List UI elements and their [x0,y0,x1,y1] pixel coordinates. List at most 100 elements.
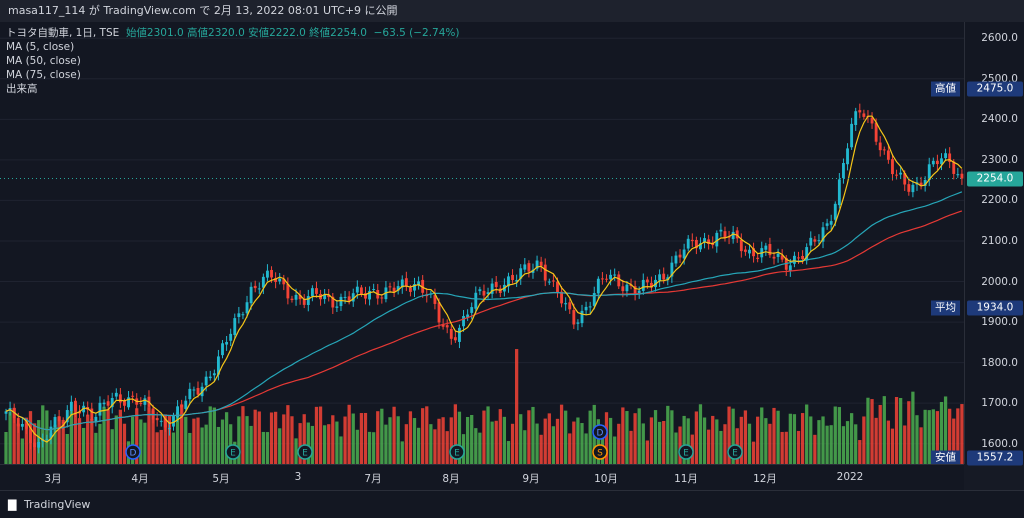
volume-bar [825,425,829,464]
volume-bar [388,417,392,464]
candle-body [408,287,412,292]
price-tick-label: 2200.0 [981,194,1018,207]
candle-body [208,376,212,379]
volume-bar [4,432,8,464]
volume-bar [347,404,351,464]
footer-bar: ▇ TradingView [0,490,1024,518]
volume-bar [731,408,735,464]
candle-body [547,281,551,283]
legend-symbol-row[interactable]: トヨタ自動車, 1日, TSE 始値2301.0 高値2320.0 安値2222… [6,26,459,40]
candle-body [829,221,833,225]
legend-ma5[interactable]: MA (5, close) [6,41,75,53]
candle-body [678,254,682,258]
event-marker-label: E [230,449,236,459]
volume-bar [253,409,257,464]
candle-body [270,269,273,278]
time-tick-label: 8月 [442,473,460,485]
candle-body [739,239,743,252]
price-chart-svg[interactable]: D E E EDS E E [0,22,964,464]
candle-body [474,292,478,309]
volume-bar [641,423,645,464]
volume-bar [805,404,809,464]
candle-body [768,244,772,256]
volume-bar [155,432,159,464]
time-axis[interactable]: 3月 4月 5月 3 7月 8月 9月 10月 11月 12月 2022 [0,464,964,490]
event-marker-label: E [683,449,689,459]
tradingview-logo[interactable]: ▇ TradingView [8,498,90,511]
volume-bar [719,430,723,464]
candle-body [617,274,621,287]
volume-bar [792,414,797,464]
volume-bar [114,415,118,464]
candle-body [580,310,584,324]
candle-body [404,278,408,287]
volume-bar [907,401,911,464]
legend-ma75[interactable]: MA (75, close) [6,69,81,81]
volume-bar [858,440,862,464]
candle-body [723,231,727,238]
price-tick-label: 1900.0 [981,316,1018,329]
candle-body [229,333,233,341]
candle-body [494,281,498,287]
volume-bar [278,428,282,464]
candle-body [833,203,837,220]
volume-bar [310,425,315,464]
candle-body [699,243,702,250]
volume-bar [196,417,200,464]
volume-bar [53,424,57,464]
candle-body [605,278,608,280]
volume-bar [269,412,274,464]
candle-body [842,163,845,179]
candle-body [576,322,580,324]
volume-bar [510,423,515,464]
tradingview-brand-text: TradingView [23,498,91,511]
legend-symbol[interactable]: トヨタ自動車, 1日, TSE [6,27,120,39]
price-tick-label: 2100.0 [981,234,1018,247]
time-tick-label: 12月 [753,473,777,485]
legend-volume[interactable]: 出来高 [6,83,38,95]
volume-bar [572,421,576,464]
candle-body [625,284,629,292]
volume-bar [323,425,327,464]
candle-body [449,328,453,339]
candle-body [167,428,171,430]
volume-bar [465,417,470,464]
legend-ma50[interactable]: MA (50, close) [6,55,81,67]
candle-body [507,276,510,287]
candle-body [895,174,898,176]
candle-body [184,400,188,409]
volume-bar [224,412,229,464]
volume-bar [678,426,682,464]
candle-body [310,288,314,297]
candle-body [813,239,817,242]
volume-bar [494,420,498,464]
candle-body [609,274,613,280]
candle-body [458,327,461,342]
volume-bar [519,414,523,464]
candle-body [801,255,805,259]
candle-body [592,293,596,306]
price-axis[interactable]: 2600.0 2500.0 2400.0 2300.0 2200.0 2100.0 2000… [964,22,1024,466]
event-marker-label: E [302,449,308,459]
volume-bar [81,427,86,464]
volume-bar [899,397,903,464]
volume-bar [98,423,102,464]
volume-bar [800,413,805,464]
candle-body [388,286,392,288]
candle-body [343,296,347,298]
volume-bar [20,438,24,464]
volume-bar [453,404,457,464]
candle-body [196,387,200,395]
volume-bar [604,412,609,464]
volume-bar [555,418,560,464]
candle-body [874,122,878,142]
volume-bar [535,423,539,464]
candle-body [400,279,404,288]
volume-bar [772,407,776,464]
volume-bar [911,391,915,464]
time-tick-label: 3月 [44,473,62,485]
candle-body [114,392,118,397]
low-label: 安値 [931,450,960,466]
event-marker-circle [297,444,313,460]
